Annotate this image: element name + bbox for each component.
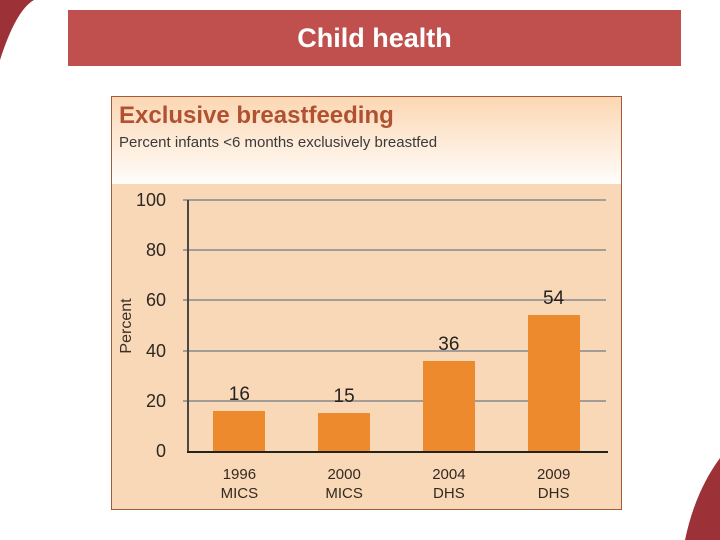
- bar: [422, 360, 475, 451]
- slide-title: Child health: [297, 23, 452, 53]
- x-tick-label: 2000 MICS: [299, 465, 389, 503]
- y-axis-title: Percent: [118, 297, 135, 354]
- chart-subtitle: Percent infants <6 months exclusively br…: [119, 134, 438, 151]
- slide-title-bar: Child health: [68, 10, 681, 66]
- bar: [318, 413, 371, 451]
- chart-area: 0 20 40 60 80 100 16 1996 MICS 15 2000 MICS 36 2004 DH…: [112, 184, 621, 509]
- gridline: [183, 199, 606, 201]
- x-tick-label-line: 2000: [327, 466, 361, 483]
- y-tick-label: 40: [145, 340, 166, 361]
- x-tick-label-line: MICS: [220, 485, 259, 502]
- x-tick-label-line: 1996: [222, 466, 257, 483]
- bar-value-label: 36: [438, 333, 460, 355]
- x-tick-label: 2004 DHS: [404, 465, 494, 503]
- bar: [213, 410, 266, 451]
- gridline: [183, 249, 606, 252]
- corner-arc-bottom-right-shape: [685, 458, 720, 540]
- y-tick-label: 0: [155, 441, 166, 461]
- bar: [527, 315, 580, 451]
- bar-value-label: 54: [543, 288, 565, 310]
- y-tick-label: 80: [145, 240, 166, 261]
- x-tick-label: 2009 DHS: [509, 465, 599, 503]
- chart-header: Exclusive breastfeeding Percent infants …: [112, 97, 621, 184]
- y-tick-label: 20: [145, 390, 166, 411]
- gridline: [183, 399, 606, 402]
- corner-arc-top-left-shape: [0, 0, 34, 60]
- gridline: [183, 299, 606, 302]
- corner-arc-top-left: [0, 0, 34, 60]
- bar-value-label: 15: [333, 386, 355, 408]
- bar-value-label: 16: [228, 383, 250, 405]
- x-tick-label-line: 2004: [432, 466, 466, 483]
- chart-panel: Exclusive breastfeeding Percent infants …: [111, 96, 622, 510]
- corner-arc-bottom-right: [685, 458, 720, 540]
- y-tick-label: 60: [145, 290, 166, 311]
- x-tick-label-line: DHS: [537, 485, 570, 502]
- gridline: [183, 349, 606, 352]
- chart-title: Exclusive breastfeeding: [119, 102, 394, 129]
- x-tick-label-line: 2009: [536, 466, 571, 483]
- x-tick-label-line: DHS: [433, 485, 465, 502]
- x-tick-label-line: MICS: [325, 485, 363, 502]
- y-axis-line: [187, 200, 189, 451]
- y-tick-label: 100: [135, 190, 166, 210]
- x-tick-label: 1996 MICS: [194, 465, 284, 503]
- x-axis-line: [187, 451, 608, 453]
